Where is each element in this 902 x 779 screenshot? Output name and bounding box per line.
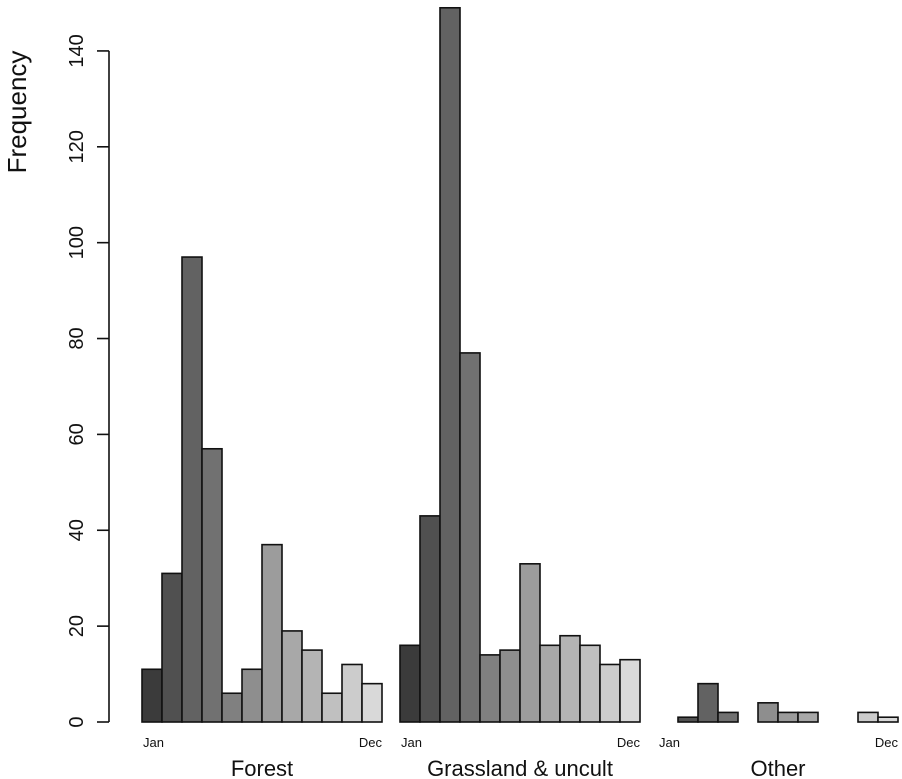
bar [677, 716, 699, 723]
y-tick-label: 80 [66, 327, 88, 349]
month-label-first: Jan [401, 735, 422, 750]
y-tick-label: 60 [66, 423, 88, 445]
bar [261, 543, 283, 723]
bar [519, 563, 541, 723]
bar [697, 682, 719, 723]
month-label-last: Dec [617, 735, 641, 750]
bar [499, 649, 521, 723]
bar [877, 716, 899, 723]
bar [281, 630, 303, 723]
bar [599, 663, 621, 723]
y-axis-title: Frequency [2, 51, 32, 174]
bar [797, 711, 819, 723]
bar [241, 668, 263, 723]
y-tick-label: 140 [66, 34, 88, 67]
bar [161, 572, 183, 723]
y-tick-label: 100 [66, 226, 88, 259]
bar-group: Jan Dec Other [659, 682, 899, 779]
bar [181, 256, 203, 723]
bar [619, 658, 641, 723]
y-tick-label: 0 [66, 716, 88, 727]
bar [201, 447, 223, 723]
bar [399, 644, 421, 723]
bar-groups: Jan Dec Forest Jan Dec Grassland & uncult Jan D… [141, 6, 899, 779]
bar [539, 644, 561, 723]
bar [361, 682, 383, 723]
y-tick-label: 20 [66, 615, 88, 637]
bar [439, 6, 461, 723]
bar [757, 702, 779, 723]
group-label: Grassland & uncult [427, 756, 613, 779]
month-label-last: Dec [875, 735, 899, 750]
bar-group: Jan Dec Grassland & uncult [399, 6, 641, 779]
bar [857, 711, 879, 723]
y-axis: 0 20 40 60 80 100 120 140 [66, 34, 110, 728]
bar [579, 644, 601, 723]
group-label: Forest [231, 756, 293, 779]
bar [419, 515, 441, 723]
bar [777, 711, 799, 723]
bar-group: Jan Dec Forest [141, 256, 383, 779]
month-label-first: Jan [143, 735, 164, 750]
month-label-first: Jan [659, 735, 680, 750]
bar [141, 668, 163, 723]
bar [717, 711, 739, 723]
bar [321, 692, 343, 723]
bar [341, 663, 363, 723]
month-label-last: Dec [359, 735, 383, 750]
bar [459, 352, 481, 723]
y-tick-label: 40 [66, 519, 88, 541]
group-label: Other [750, 756, 805, 779]
bar [559, 634, 581, 723]
y-tick-label: 120 [66, 130, 88, 163]
bar [221, 692, 243, 723]
bar [479, 654, 501, 723]
bar [301, 649, 323, 723]
